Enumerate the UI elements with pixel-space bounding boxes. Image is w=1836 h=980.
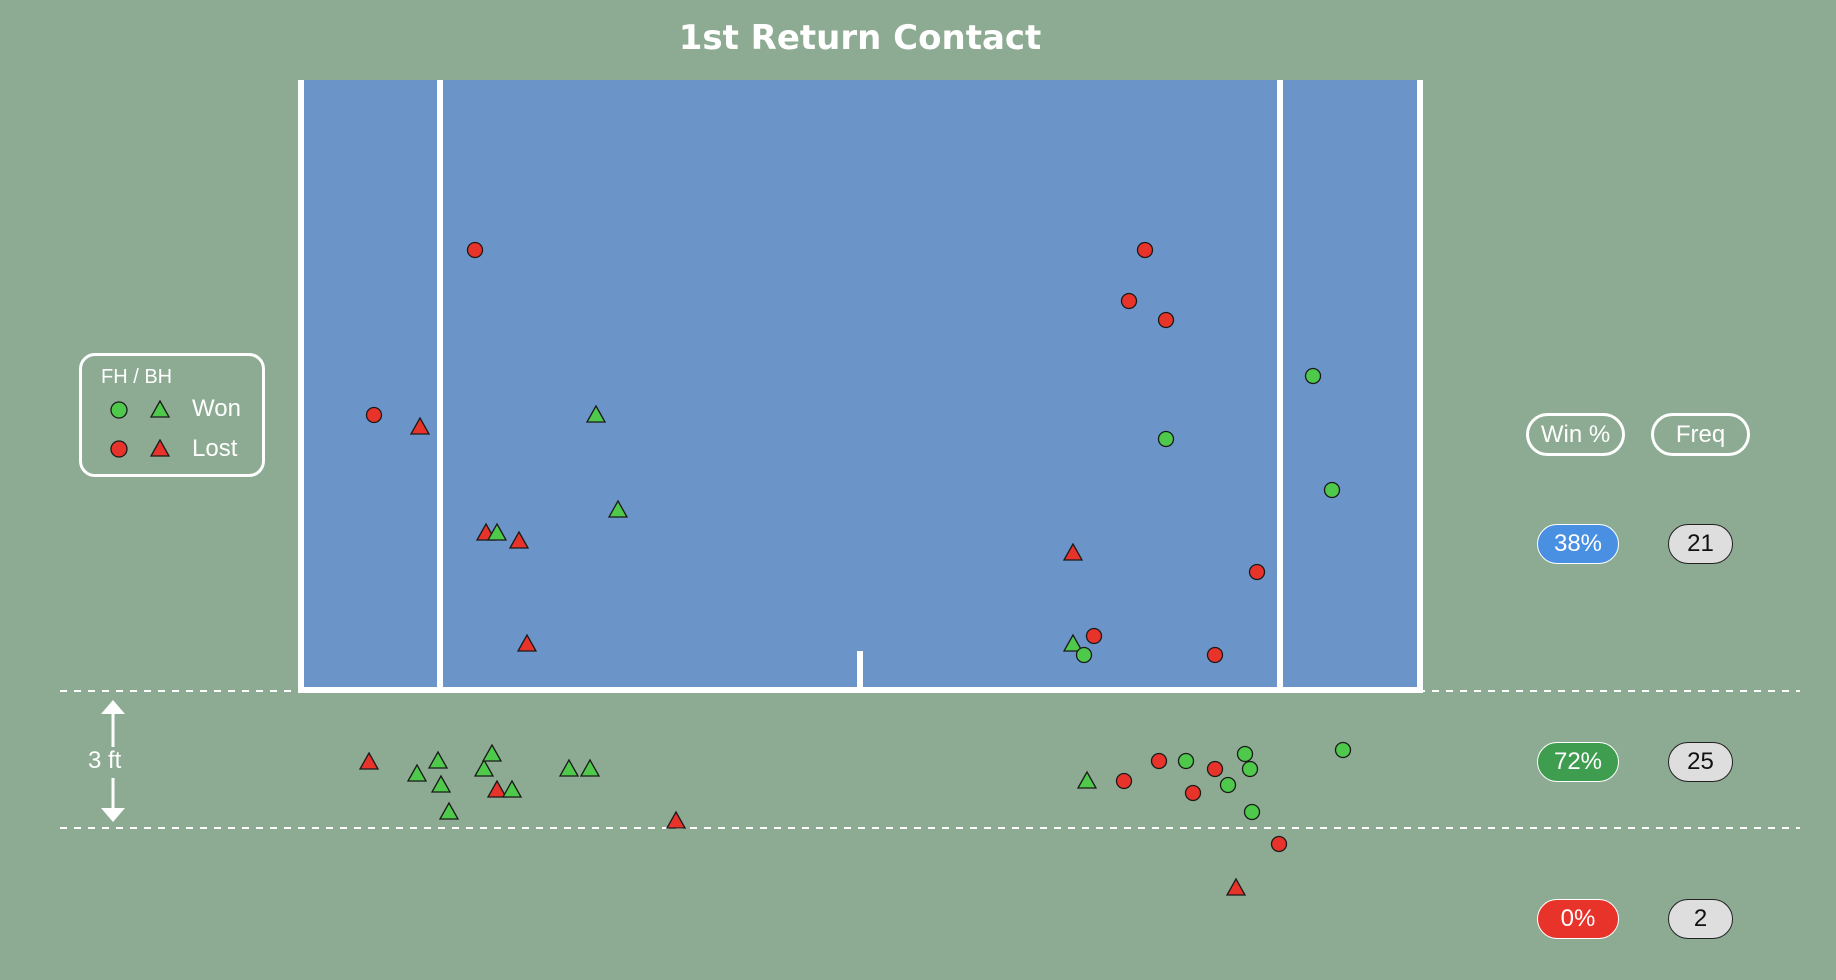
data-point-circle-won (1219, 776, 1237, 794)
data-point-triangle-won (607, 499, 629, 518)
data-point-circle-won (1304, 367, 1322, 385)
legend-lost-circle-icon (110, 440, 128, 458)
data-point-triangle-lost (1062, 542, 1084, 561)
data-point-triangle-won (1076, 770, 1098, 789)
legend-won-triangle-icon (149, 399, 171, 418)
data-point-triangle-won (585, 404, 607, 423)
data-point-circle-lost (466, 241, 484, 259)
data-point-circle-lost (1206, 760, 1224, 778)
data-point-triangle-won (579, 758, 601, 777)
win-pct-header: Win % (1526, 413, 1625, 456)
data-point-triangle-won (430, 774, 452, 793)
legend-header: FH / BH (101, 366, 173, 388)
data-point-circle-lost (1150, 752, 1168, 770)
freq-row-1: 21 (1668, 524, 1733, 564)
data-point-triangle-won (406, 763, 428, 782)
data-points (358, 241, 1352, 896)
data-point-triangle-lost (409, 416, 431, 435)
data-point-triangle-lost (516, 633, 538, 652)
arrow-down-icon (101, 808, 125, 822)
data-point-circle-won (1157, 430, 1175, 448)
data-point-circle-won (1243, 803, 1261, 821)
legend-lost-triangle-icon (149, 438, 171, 457)
data-point-circle-lost (1248, 563, 1266, 581)
data-point-triangle-lost (486, 779, 508, 798)
legend-won-label: Won (192, 395, 241, 422)
win-pct-row-1: 38% (1537, 524, 1619, 564)
data-point-triangle-lost (665, 810, 687, 829)
data-point-circle-lost (1085, 627, 1103, 645)
data-point-circle-lost (1120, 292, 1138, 310)
data-point-circle-lost (1136, 241, 1154, 259)
data-point-triangle-lost (358, 751, 380, 770)
data-point-triangle-won (473, 758, 495, 777)
data-point-circle-won (1177, 752, 1195, 770)
arrow-up-icon (101, 700, 125, 714)
data-point-triangle-won (1062, 633, 1084, 652)
data-point-triangle-won (427, 750, 449, 769)
data-point-circle-lost (1206, 646, 1224, 664)
data-point-circle-won (1075, 646, 1093, 664)
data-point-circle-won (1241, 760, 1259, 778)
data-point-circle-won (1323, 481, 1341, 499)
data-point-circle-won (1334, 741, 1352, 759)
data-point-circle-lost (1270, 835, 1288, 853)
data-point-triangle-won (558, 758, 580, 777)
data-point-triangle-won (501, 779, 523, 798)
freq-header: Freq (1651, 413, 1750, 456)
data-point-triangle-won (438, 801, 460, 820)
court (298, 80, 1423, 693)
legend-won-circle-icon (110, 401, 128, 419)
legend-markers (110, 399, 171, 458)
data-point-triangle-lost (508, 530, 530, 549)
freq-row-3: 2 (1668, 899, 1733, 939)
distance-label: 3 ft (88, 747, 122, 774)
data-point-circle-lost (1115, 772, 1133, 790)
win-pct-row-2: 72% (1537, 742, 1619, 782)
data-point-triangle-won (481, 743, 503, 762)
legend-box (79, 353, 265, 477)
data-point-triangle-lost (1225, 877, 1247, 896)
court-surface (300, 80, 1421, 690)
freq-row-2: 25 (1668, 742, 1733, 782)
chart-title: 1st Return Contact (679, 18, 1042, 58)
data-point-circle-won (1236, 745, 1254, 763)
data-point-circle-lost (365, 406, 383, 424)
data-point-circle-lost (1157, 311, 1175, 329)
win-pct-row-3: 0% (1537, 899, 1619, 939)
legend-lost-label: Lost (192, 435, 238, 462)
distance-arrow (101, 700, 125, 822)
data-point-circle-lost (1184, 784, 1202, 802)
data-point-triangle-won (486, 522, 508, 541)
